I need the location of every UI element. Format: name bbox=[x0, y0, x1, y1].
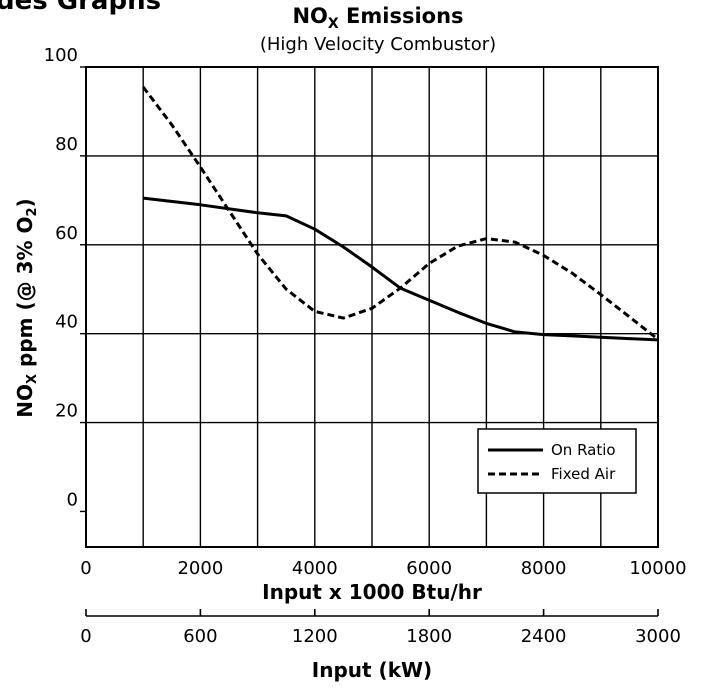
legend-entry-label: Fixed Air bbox=[551, 465, 616, 483]
y-tick-label: 20 bbox=[55, 401, 78, 422]
y-tick-label: 40 bbox=[55, 312, 78, 333]
chart-title-subscript: X bbox=[327, 16, 339, 32]
y-tick-label: 80 bbox=[55, 134, 78, 155]
chart-title: NOX Emissions bbox=[292, 4, 464, 32]
chart-title-main: NO bbox=[292, 4, 328, 28]
secondary-x-tick-label: 600 bbox=[183, 626, 217, 647]
x-tick-label: 0 bbox=[80, 558, 91, 579]
y-tick-label: 100 bbox=[44, 45, 78, 66]
y-tick-label: 0 bbox=[67, 489, 78, 510]
x-tick-label: 8000 bbox=[521, 558, 567, 579]
x-tick-label: 4000 bbox=[292, 558, 338, 579]
x-axis-label: Input x 1000 Btu/hr bbox=[262, 580, 482, 604]
secondary-x-tick-label: 2400 bbox=[521, 626, 567, 647]
x-tick-label: 10000 bbox=[629, 558, 686, 579]
chart-title-rest: Emissions bbox=[338, 4, 464, 28]
secondary-x-tick-label: 1800 bbox=[406, 626, 452, 647]
y-tick-label: 60 bbox=[55, 223, 78, 244]
secondary-x-tick-label: 3000 bbox=[635, 626, 681, 647]
series-line-fixed-air bbox=[142, 86, 659, 341]
x-tick-label: 2000 bbox=[177, 558, 223, 579]
plot-frame bbox=[85, 66, 659, 548]
page-header: des Graphs bbox=[0, 0, 162, 16]
series-line-on-ratio bbox=[143, 196, 659, 342]
x-tick-label: 6000 bbox=[406, 558, 452, 579]
secondary-x-tick-label: 1200 bbox=[292, 626, 338, 647]
secondary-x-tick-label: 0 bbox=[80, 626, 91, 647]
legend-entry-label: On Ratio bbox=[551, 441, 616, 459]
legend-box bbox=[477, 428, 637, 494]
secondary-x-axis-label: Input (kW) bbox=[311, 658, 433, 682]
chart-subtitle: (High Velocity Combustor) bbox=[259, 34, 497, 55]
